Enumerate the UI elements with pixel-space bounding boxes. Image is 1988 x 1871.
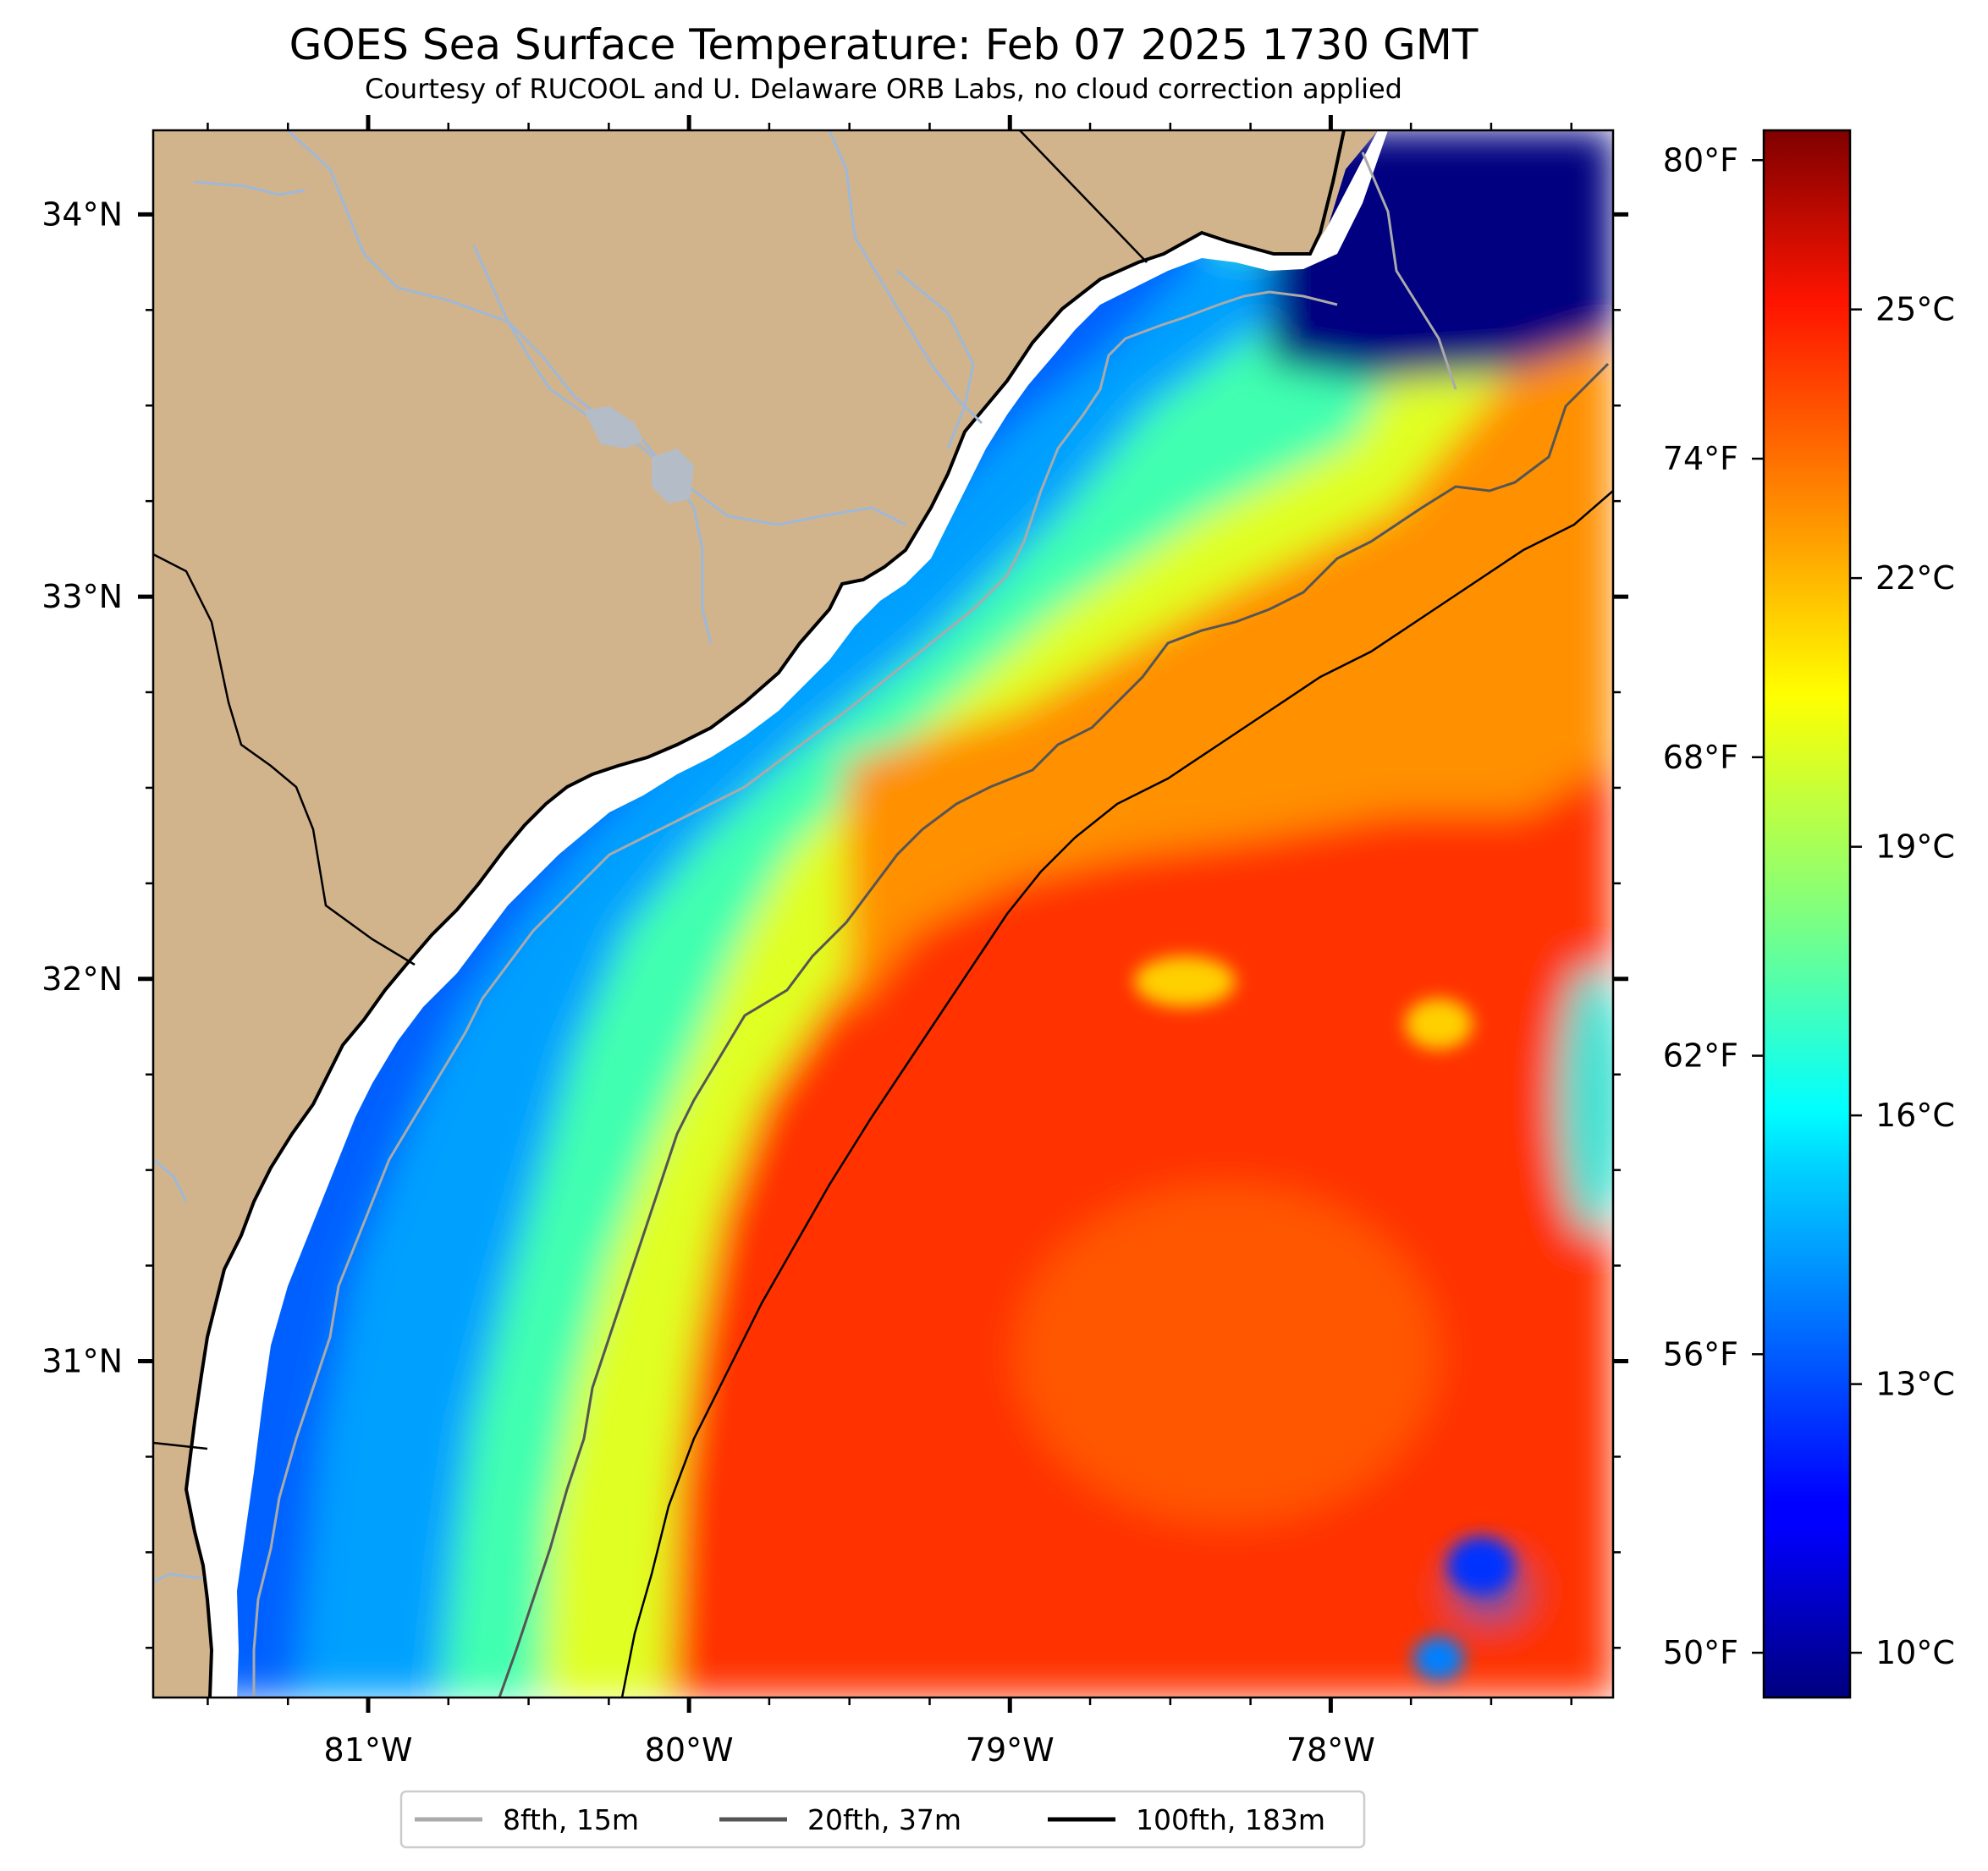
fahrenheit-label: 74°F: [1663, 440, 1738, 477]
map-title: GOES Sea Surface Temperature: Feb 07 202…: [289, 20, 1479, 69]
map-panel: [153, 130, 1613, 1698]
land: [153, 130, 1378, 1698]
lon-label: 78°W: [1286, 1731, 1375, 1769]
celsius-label: 25°C: [1875, 291, 1955, 328]
celsius-label: 19°C: [1875, 828, 1955, 866]
map-ticks: [138, 115, 1628, 1713]
fahrenheit-label: 68°F: [1663, 739, 1738, 776]
legend-label: 8fth, 15m: [503, 1803, 639, 1836]
legend-label: 20fth, 37m: [807, 1803, 961, 1836]
depth-contour-8fth: [252, 151, 1457, 1698]
fahrenheit-label: 56°F: [1663, 1335, 1738, 1373]
colorbar: 25°C 22°C 19°C 16°C 13°C 10°C 80°F 74°F 68°F 62°…: [1663, 129, 1955, 1699]
map-subtitle: Courtesy of RUCOOL and U. Delaware ORB L…: [365, 73, 1402, 105]
celsius-label: 16°C: [1875, 1097, 1955, 1134]
coastline: [184, 130, 1346, 1698]
lat-label: 32°N: [41, 960, 123, 998]
legend-box: [399, 1790, 1366, 1849]
depth-contour-100fth: [620, 490, 1613, 1698]
lon-label: 81°W: [324, 1731, 413, 1769]
fahrenheit-label: 62°F: [1663, 1037, 1738, 1075]
colorbar-gradient: [1762, 129, 1852, 1699]
lat-label: 31°N: [41, 1342, 123, 1379]
lake-moultrie: [652, 448, 694, 504]
lake-marion: [584, 406, 643, 448]
depth-legend: 8fth, 15m 20fth, 37m 100fth, 183m: [399, 1790, 1366, 1849]
lat-label: 33°N: [41, 578, 123, 615]
latitude-labels: 34°N 33°N 32°N 31°N: [41, 195, 123, 1379]
celsius-ticks: 25°C 22°C 19°C 16°C 13°C 10°C: [1850, 291, 1955, 1671]
celsius-label: 22°C: [1875, 559, 1955, 597]
map-frame: [151, 129, 1615, 1699]
boundaries: [153, 130, 1148, 1450]
fahrenheit-label: 50°F: [1663, 1634, 1738, 1671]
longitude-labels: 81°W 80°W 79°W 78°W: [324, 1731, 1375, 1769]
lat-label: 34°N: [41, 195, 123, 233]
lon-label: 79°W: [966, 1731, 1055, 1769]
legend-label: 100fth, 183m: [1136, 1803, 1325, 1836]
celsius-label: 13°C: [1875, 1366, 1955, 1403]
fahrenheit-label: 80°F: [1663, 141, 1738, 179]
fahrenheit-ticks: 80°F 74°F 68°F 62°F 56°F 50°F: [1663, 141, 1764, 1671]
lon-label: 80°W: [645, 1731, 734, 1769]
celsius-label: 10°C: [1875, 1634, 1955, 1671]
depth-contour-20fth: [498, 362, 1610, 1698]
